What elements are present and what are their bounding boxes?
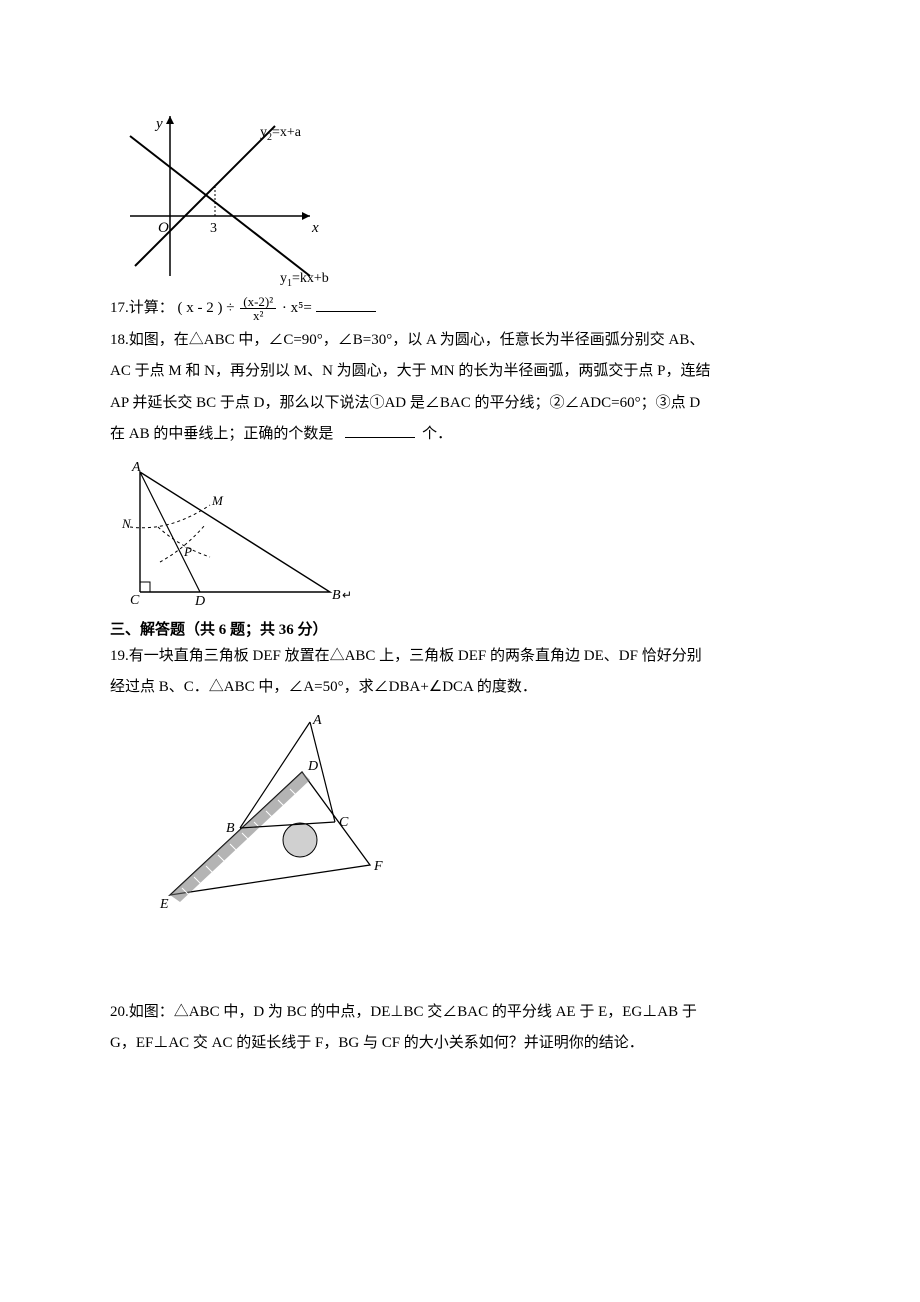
label-B: B xyxy=(226,821,235,836)
x-axis-arrow xyxy=(302,212,310,220)
label-A: A xyxy=(131,460,141,475)
spacer xyxy=(110,917,810,997)
q17-prefix: 17.计算： xyxy=(110,300,174,316)
label-A: A xyxy=(312,713,322,728)
label-N: N xyxy=(121,516,132,531)
q18-line4-b: 个． xyxy=(422,426,452,442)
q17-frac: (x-2)² x² xyxy=(240,295,276,323)
label-O: O xyxy=(158,220,169,236)
label-D: D xyxy=(194,594,205,607)
segment-ad xyxy=(140,472,200,592)
label-arrowback: ↵ xyxy=(342,588,352,602)
label-D: D xyxy=(307,759,318,774)
label-x: x xyxy=(311,220,319,236)
line-y1 xyxy=(130,136,310,276)
figure-q16-svg: y x O 3 y2=x+a y1=kx+b xyxy=(110,106,350,286)
y-axis-arrow xyxy=(166,116,174,124)
label-B: B xyxy=(332,588,341,603)
q18-line3: AP 并延长交 BC 于点 D，那么以下说法①AD 是∠BAC 的平分线；②∠A… xyxy=(110,388,810,420)
right-angle-mark xyxy=(140,582,150,592)
label-M: M xyxy=(211,493,224,508)
protractor-hole xyxy=(283,823,317,857)
q17-frac-den: x² xyxy=(240,309,276,323)
q17-expr-lhs: ( x - 2 ) ÷ xyxy=(178,300,235,316)
triangle-abc xyxy=(140,472,330,592)
q19-line2: 经过点 B、C．△ABC 中，∠A=50°，求∠DBA+∠DCA 的度数． xyxy=(110,672,810,704)
eq-y2: y2=x+a xyxy=(260,125,302,143)
label-C: C xyxy=(130,593,140,607)
q20-line2: G，EF⊥AC 交 AC 的延长线于 F，BG 与 CF 的大小关系如何？并证明… xyxy=(110,1028,810,1060)
q17-expr-rhs: · x⁵= xyxy=(282,300,312,316)
label-3: 3 xyxy=(210,221,217,236)
label-F: F xyxy=(373,859,383,874)
q18-line4: 在 AB 的中垂线上；正确的个数是 个． xyxy=(110,419,810,451)
q20-line1: 20.如图：△ABC 中，D 为 BC 的中点，DE⊥BC 交∠BAC 的平分线… xyxy=(110,997,810,1029)
q18-line4-a: 在 AB 的中垂线上；正确的个数是 xyxy=(110,426,333,442)
eq-y1: y1=kx+b xyxy=(280,271,329,286)
figure-q19: A B C D E F xyxy=(140,710,810,915)
figure-q18: A B C D M N P ↵ xyxy=(110,457,810,612)
section3-heading: 三、解答题（共 6 题；共 36 分） xyxy=(110,618,810,639)
q17: 17.计算： ( x - 2 ) ÷ (x-2)² x² · x⁵= xyxy=(110,293,810,325)
label-P: P xyxy=(183,544,192,559)
line-y2 xyxy=(135,126,275,266)
page: y x O 3 y2=x+a y1=kx+b 17.计算： ( x - 2 ) … xyxy=(0,0,920,1302)
q17-frac-num: (x-2)² xyxy=(240,295,276,310)
label-E: E xyxy=(159,897,169,910)
q17-blank xyxy=(316,296,376,312)
figure-q16: y x O 3 y2=x+a y1=kx+b xyxy=(110,106,810,291)
figure-q19-svg: A B C D E F xyxy=(140,710,400,910)
label-C: C xyxy=(339,815,349,830)
q18-line1: 18.如图，在△ABC 中，∠C=90°，∠B=30°，以 A 为圆心，任意长为… xyxy=(110,325,810,357)
figure-q18-svg: A B C D M N P ↵ xyxy=(110,457,360,607)
q18-line2: AC 于点 M 和 N，再分别以 M、N 为圆心，大于 MN 的长为半径画弧，两… xyxy=(110,356,810,388)
label-y: y xyxy=(154,116,163,132)
q18-blank xyxy=(345,422,415,438)
q19-line1: 19.有一块直角三角板 DEF 放置在△ABC 上，三角板 DEF 的两条直角边… xyxy=(110,641,810,673)
